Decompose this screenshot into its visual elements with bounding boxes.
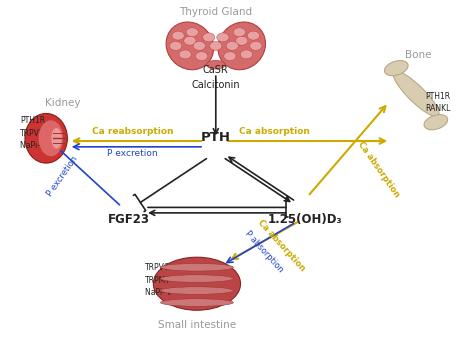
Ellipse shape	[160, 287, 234, 294]
Ellipse shape	[166, 22, 214, 70]
Ellipse shape	[393, 71, 439, 117]
Text: CaSR: CaSR	[203, 65, 228, 75]
Ellipse shape	[25, 114, 67, 163]
Text: PTH1R
RANKL: PTH1R RANKL	[426, 91, 451, 113]
Circle shape	[186, 28, 198, 37]
Circle shape	[236, 36, 248, 45]
Text: Bone: Bone	[405, 50, 432, 60]
Text: Small intestine: Small intestine	[158, 320, 236, 330]
Text: Ca reabsorption: Ca reabsorption	[91, 127, 173, 136]
Circle shape	[184, 36, 196, 45]
Ellipse shape	[424, 115, 447, 130]
Ellipse shape	[51, 128, 62, 149]
Circle shape	[217, 33, 229, 42]
Text: TRPV6
TRPM7
NaPi- Ⅱ: TRPV6 TRPM7 NaPi- Ⅱ	[145, 263, 171, 297]
Text: PTH: PTH	[201, 131, 231, 145]
Text: Thyroid Gland: Thyroid Gland	[179, 7, 252, 17]
Circle shape	[193, 41, 205, 50]
Circle shape	[210, 41, 222, 50]
Text: 1.25(OH)D₃: 1.25(OH)D₃	[268, 213, 343, 226]
Ellipse shape	[154, 257, 240, 310]
Circle shape	[170, 41, 182, 50]
Ellipse shape	[160, 299, 234, 306]
Text: P absorption: P absorption	[243, 229, 285, 275]
Circle shape	[179, 50, 191, 59]
Circle shape	[226, 41, 238, 50]
Circle shape	[172, 31, 184, 40]
Circle shape	[247, 31, 260, 40]
Text: P excretion: P excretion	[46, 154, 80, 198]
Circle shape	[233, 28, 246, 37]
Circle shape	[202, 33, 215, 42]
Circle shape	[224, 52, 236, 61]
Text: FGF23: FGF23	[108, 213, 150, 226]
Text: P excretion: P excretion	[107, 149, 158, 158]
Circle shape	[240, 50, 253, 59]
Circle shape	[250, 41, 262, 50]
Ellipse shape	[160, 275, 234, 282]
Text: Ca absorption: Ca absorption	[356, 139, 401, 199]
Text: Calcitonin: Calcitonin	[191, 80, 240, 90]
Ellipse shape	[384, 60, 408, 76]
Circle shape	[196, 52, 208, 61]
Ellipse shape	[38, 120, 63, 156]
Ellipse shape	[160, 264, 234, 271]
Text: PTH1R
TRPV5
NaPi- Ⅱ: PTH1R TRPV5 NaPi- Ⅱ	[20, 116, 46, 150]
Ellipse shape	[206, 60, 225, 69]
Text: Kidney: Kidney	[45, 98, 81, 108]
Ellipse shape	[218, 22, 265, 70]
Text: Ca absorption: Ca absorption	[256, 217, 307, 273]
Text: Ca absorption: Ca absorption	[239, 127, 310, 136]
